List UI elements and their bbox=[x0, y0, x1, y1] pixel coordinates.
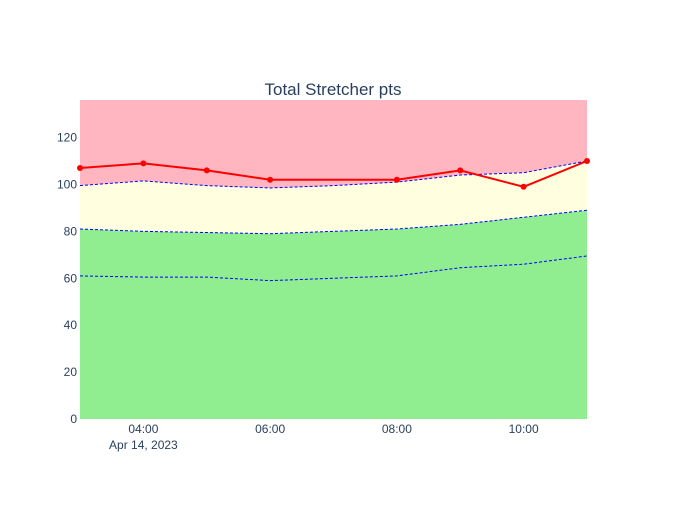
data-point bbox=[393, 176, 400, 183]
y-tick-label: 40 bbox=[64, 318, 78, 332]
series-layer bbox=[77, 157, 590, 190]
chart-title: Total Stretcher pts bbox=[264, 80, 401, 99]
y-tick-label: 20 bbox=[64, 365, 78, 379]
data-point bbox=[457, 167, 464, 174]
y-tick-label: 80 bbox=[64, 224, 78, 238]
data-point bbox=[203, 167, 210, 174]
x-tick-label: 10:00 bbox=[509, 422, 539, 436]
x-tick-label: 04:00 bbox=[128, 422, 158, 436]
axis-layer: 0 20 40 60 80 100 120 04:00 06:00 08:00 10:00 Apr 1… bbox=[57, 131, 539, 452]
band-area-3 bbox=[80, 100, 587, 188]
band-area-2 bbox=[80, 160, 587, 234]
data-point bbox=[140, 160, 147, 167]
data-point bbox=[584, 157, 590, 164]
data-point bbox=[77, 165, 83, 172]
y-tick-label: 100 bbox=[57, 177, 77, 191]
x-date-label: Apr 14, 2023 bbox=[109, 438, 178, 452]
data-point bbox=[520, 183, 527, 190]
y-tick-label: 120 bbox=[57, 131, 77, 145]
band-area-1 bbox=[80, 210, 587, 419]
x-tick-label: 08:00 bbox=[382, 422, 412, 436]
band-layer bbox=[80, 100, 587, 419]
y-tick-label: 0 bbox=[70, 412, 77, 426]
data-point bbox=[267, 176, 274, 183]
y-tick-label: 60 bbox=[64, 271, 78, 285]
series-line bbox=[79, 160, 588, 188]
x-tick-label: 06:00 bbox=[255, 422, 285, 436]
